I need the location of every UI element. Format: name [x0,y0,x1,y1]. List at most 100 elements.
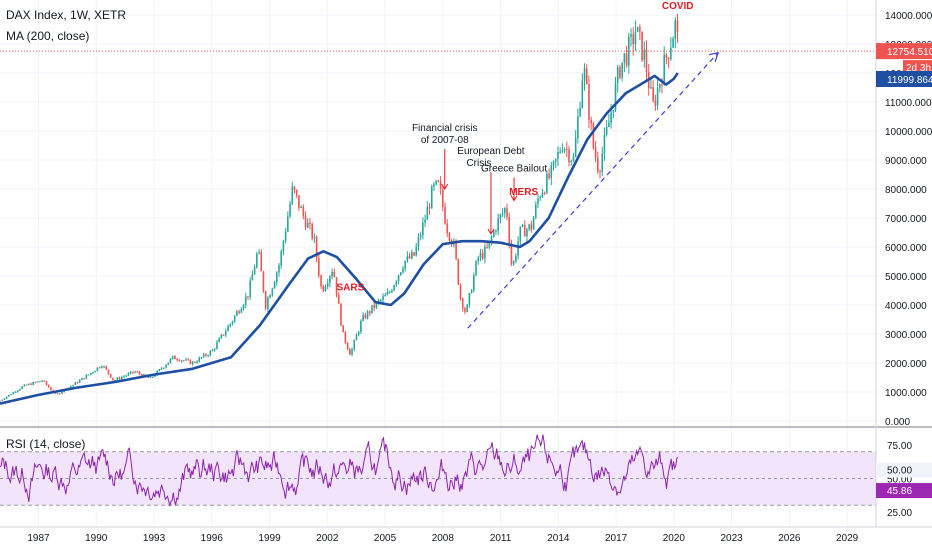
time-tick-label: 2023 [720,533,743,544]
candle-body [466,304,468,312]
candle-body [656,88,659,106]
candle-body [610,112,612,123]
candle-body [382,296,384,300]
candle-body [512,261,515,264]
candle-body [541,192,544,198]
candle-body [351,349,353,355]
candle-body [415,246,418,256]
candle-body [532,217,535,230]
ma-200-line [0,72,679,405]
candle-body [242,304,245,310]
candle-body [408,255,411,259]
candle-body [300,206,302,208]
candle-body [654,100,657,106]
chart-title: DAX Index, 1W, XETR [6,8,127,22]
candle-body [315,237,318,259]
candle-body [391,290,393,293]
candle-body [85,375,88,379]
candle-body [138,372,141,375]
candle-body [269,295,271,299]
annotation-arrowhead [510,195,518,202]
ma-price-label: 11999.864 [887,75,932,86]
candle-body [34,382,37,384]
candle-body [366,311,369,319]
candle-body [570,160,573,163]
candle-body [594,147,597,158]
candle-body [167,362,170,365]
candle-body [519,226,522,242]
candle-body [271,288,274,296]
annotation-text: SARS [337,283,365,294]
rsi-series-line [0,434,679,507]
candle-body [546,173,548,194]
candle-body [340,303,342,326]
time-tick-label: 1990 [85,533,108,544]
candle-body [116,377,119,380]
candle-body [643,49,646,61]
candle-body [3,398,6,400]
candle-body [163,367,165,369]
candle-body [488,240,491,248]
candle-body [253,267,256,275]
candle-body [14,391,17,393]
candle-body [435,180,437,184]
candle-body [404,260,406,269]
candle-body [470,290,473,294]
candle-body [355,335,358,341]
price-tick-label: 7000.000 [885,214,927,225]
candle-body [56,393,59,395]
candle-body [87,374,90,376]
candle-body [185,359,187,361]
candle-body [437,180,440,182]
candle-body [504,208,506,214]
candle-body [393,285,395,291]
candle-body [287,216,289,232]
candle-body [335,277,338,295]
candle-body [672,38,674,48]
time-tick-label: 1999 [258,533,281,544]
candle-body [417,237,420,247]
candle-body [149,377,152,379]
candle-body [61,391,63,394]
candle-body [267,298,269,309]
candle-body [477,257,480,261]
candle-body [521,224,524,227]
candle-body [539,197,542,199]
price-tick-label: 4000.000 [885,301,927,312]
candle-body [559,151,561,153]
time-tick-label: 2020 [663,533,686,544]
candle-body [419,235,422,238]
candle-body [424,219,426,223]
candle-body [561,150,564,152]
candle-body [468,293,471,305]
candle-body [492,230,495,237]
candle-body [548,173,550,178]
time-tick-label: 2008 [432,533,455,544]
candle-body [78,379,81,383]
trendline-dashed [467,52,719,329]
candle-body [132,371,134,373]
candle-body [151,376,154,378]
candle-body [318,258,320,276]
candle-body [601,153,604,172]
candle-body [8,394,10,397]
ma-line [0,72,679,405]
candle-body [457,258,460,285]
candle-body [461,298,464,309]
candle-body [16,390,19,392]
candle-body [114,379,116,381]
candle-body [262,271,265,292]
candle-body [209,351,212,356]
rsi-upper-value: 50.00 [887,466,912,477]
candle-body [526,229,528,237]
candle-body [127,373,130,376]
time-tick-label: 2017 [605,533,628,544]
candle-body [213,348,216,350]
candle-body [508,216,511,244]
candle-body [528,224,530,230]
candle-body [309,222,311,224]
candle-body [377,300,380,303]
candle-body [506,208,508,217]
